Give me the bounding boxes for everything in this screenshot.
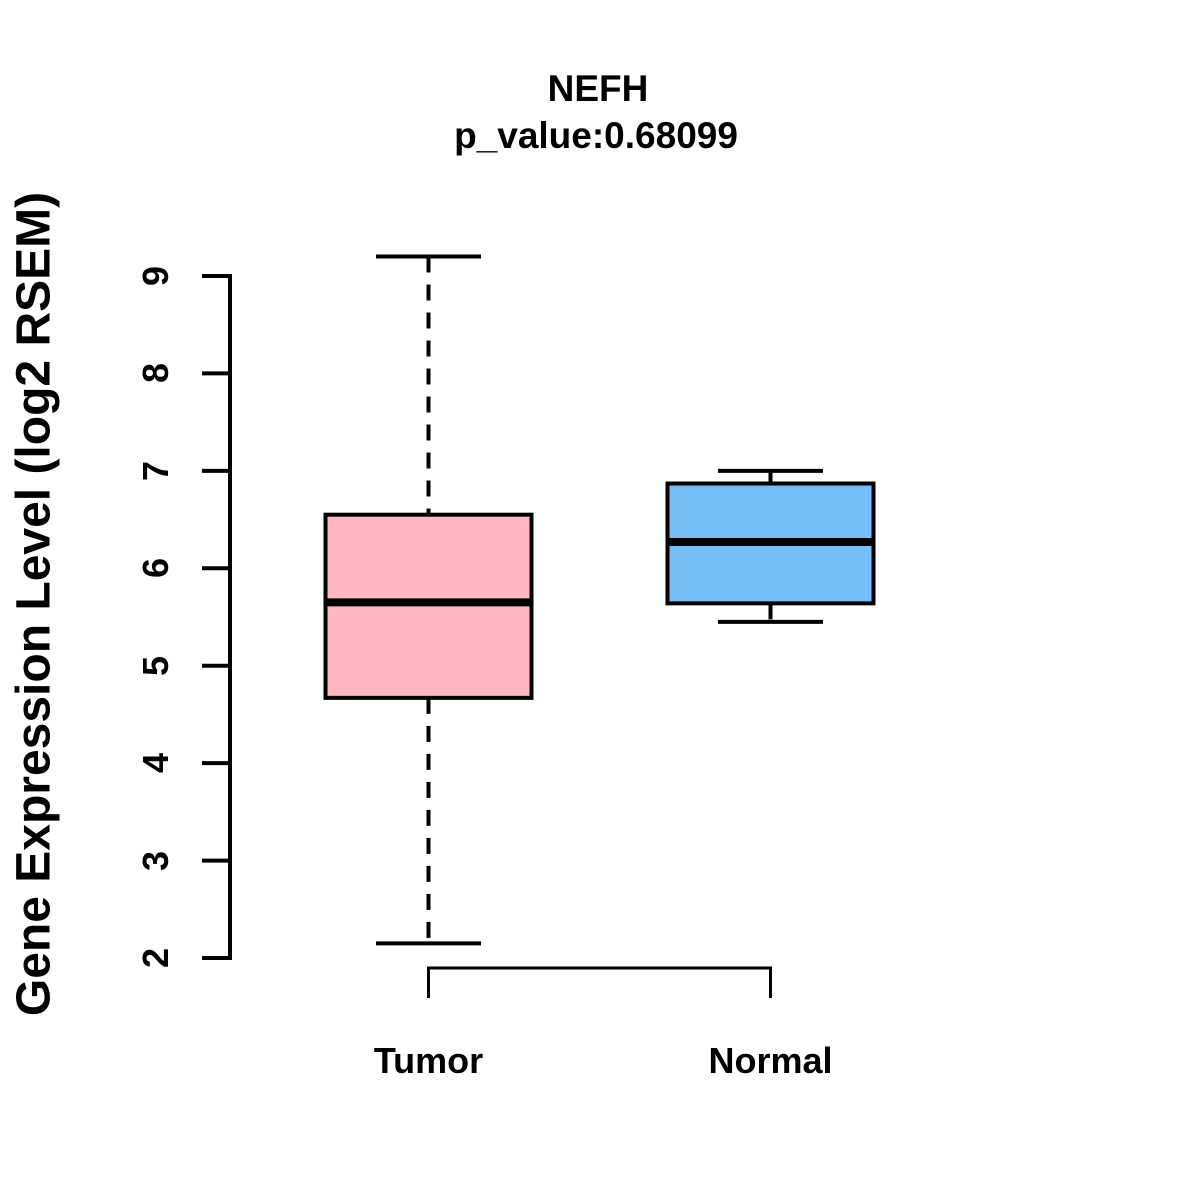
chart-title: NEFH <box>547 68 649 109</box>
x-axis-bracket <box>427 966 772 998</box>
x-axis-label-tumor: Tumor <box>373 1040 484 1081</box>
y-tick-label: 9 <box>135 265 176 287</box>
y-tick-label: 4 <box>135 753 176 774</box>
y-tick-label: 6 <box>135 558 176 579</box>
y-tick-label: 7 <box>135 460 176 481</box>
x-axis-label-normal: Normal <box>708 1040 833 1081</box>
y-tick-label: 5 <box>135 655 176 676</box>
y-tick-label: 8 <box>135 363 176 384</box>
y-tick-label: 3 <box>135 850 176 871</box>
chart-subtitle: p_value:0.68099 <box>454 115 738 156</box>
y-tick-label: 2 <box>135 947 176 969</box>
